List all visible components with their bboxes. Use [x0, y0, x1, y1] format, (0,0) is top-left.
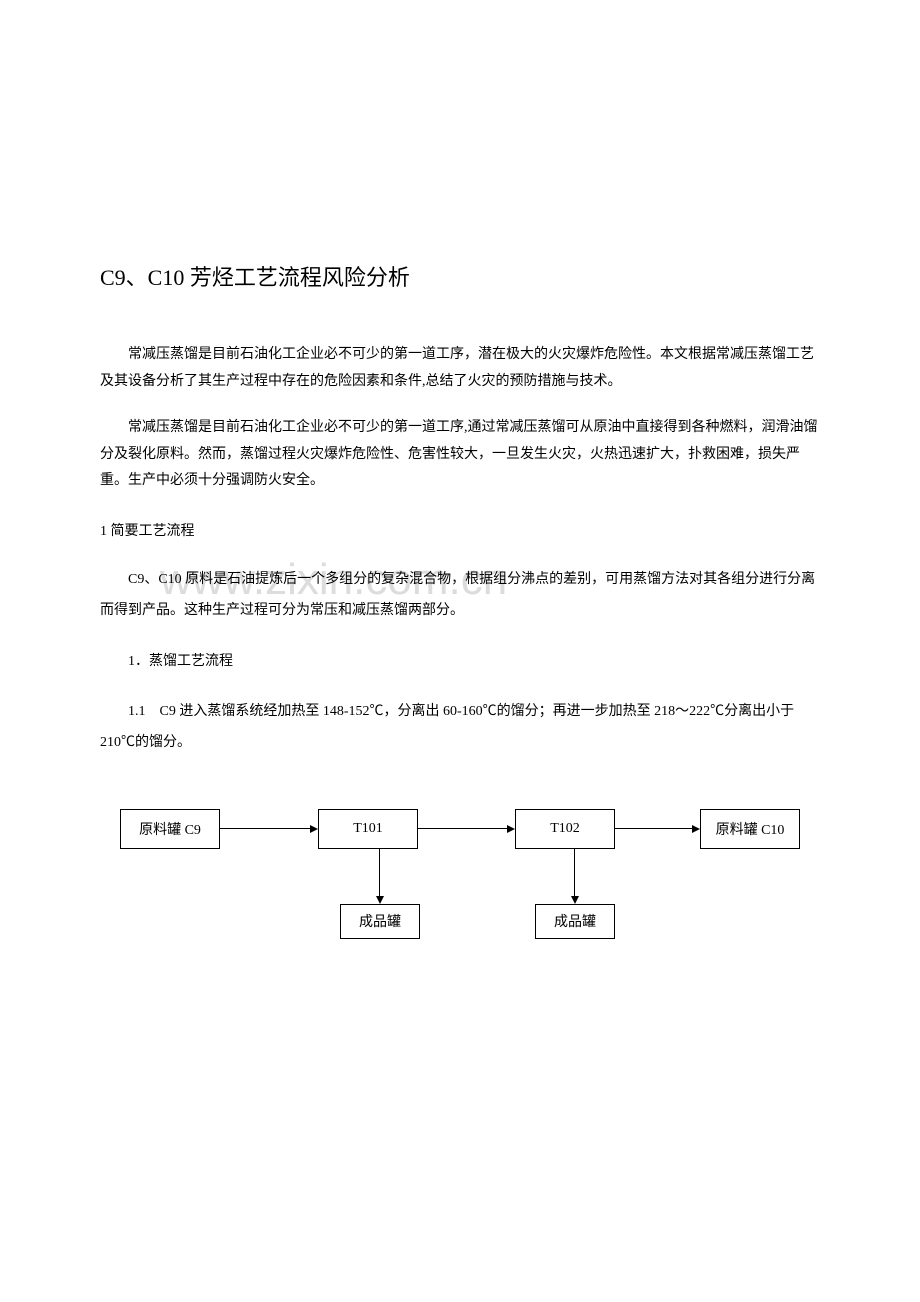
flow-edge-4 [379, 849, 380, 896]
flow-edge-2 [418, 828, 507, 829]
paragraph-1: 常减压蒸馏是目前石油化工企业必不可少的第一道工序，潜在极大的火灾爆炸危险性。本文… [100, 342, 820, 395]
flow-arrowhead-4 [376, 896, 384, 904]
paragraph-2: 常减压蒸馏是目前石油化工企业必不可少的第一道工序,通过常减压蒸馏可从原油中直接得… [100, 415, 820, 495]
flow-edge-3 [615, 828, 692, 829]
paragraph-5: 1.1 C9 进入蒸馏系统经加热至 148-152℃，分离出 60-160℃的馏… [100, 697, 820, 759]
section-1-heading: 1 简要工艺流程 [100, 520, 820, 540]
flow-node-t101: T101 [318, 809, 418, 849]
flow-node-product-2: 成品罐 [535, 904, 615, 939]
flow-node-product-1: 成品罐 [340, 904, 420, 939]
flow-node-raw-c9: 原料罐 C9 [120, 809, 220, 849]
paragraph-3: C9、C10 原料是石油提炼后一个多组分的复杂混合物，根据组分沸点的差别，可用蒸… [100, 565, 820, 627]
flow-arrowhead-2 [507, 825, 515, 833]
document-title: C9、C10 芳烃工艺流程风险分析 [100, 260, 820, 292]
flow-node-t102: T102 [515, 809, 615, 849]
flow-arrowhead-5 [571, 896, 579, 904]
flow-node-raw-c10: 原料罐 C10 [700, 809, 800, 849]
flow-arrowhead-3 [692, 825, 700, 833]
document-content: C9、C10 芳烃工艺流程风险分析 常减压蒸馏是目前石油化工企业必不可少的第一道… [100, 260, 820, 969]
flow-arrowhead-1 [310, 825, 318, 833]
paragraph-4: 1．蒸馏工艺流程 [100, 647, 820, 678]
flow-edge-1 [220, 828, 310, 829]
process-flowchart: 原料罐 C9 T101 T102 原料罐 C10 成品罐 成品罐 [100, 809, 820, 969]
flow-edge-5 [574, 849, 575, 896]
